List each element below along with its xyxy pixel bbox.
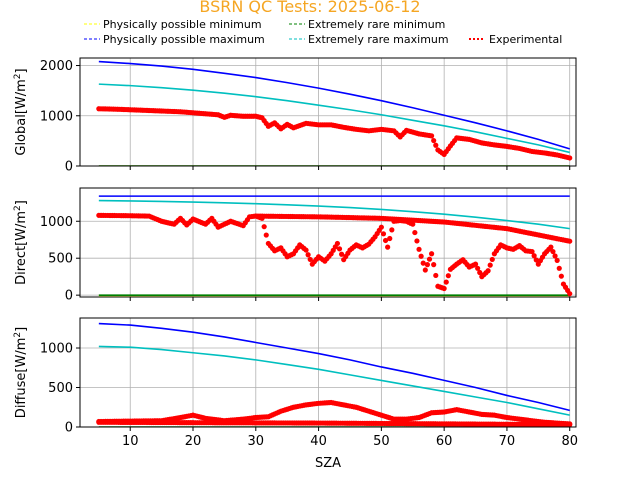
direct-experimental-point xyxy=(410,221,416,227)
diffuse-axes-frame xyxy=(79,317,577,428)
direct-experimental-point xyxy=(445,273,451,279)
direct-series-experimental xyxy=(96,212,573,297)
direct-experimental-point xyxy=(531,253,537,259)
direct-experimental-point xyxy=(428,251,435,257)
direct-experimental-point xyxy=(533,257,539,263)
y-tick-label: 500 xyxy=(48,252,73,267)
x-tick-label: 30 xyxy=(248,434,265,449)
direct-experimental-point xyxy=(418,253,424,259)
direct-experimental-point xyxy=(431,262,437,268)
y-tick-label: 0 xyxy=(65,289,73,304)
direct-experimental-point xyxy=(529,248,535,255)
direct-experimental-point xyxy=(387,235,393,242)
x-tick-label: 70 xyxy=(499,434,516,449)
y-tick-label: 0 xyxy=(65,421,73,436)
legend-label-rare-max: Extremely rare maximum xyxy=(308,33,449,46)
global-experimental-point xyxy=(567,155,573,161)
direct-experimental-point xyxy=(422,267,428,273)
direct-series-experimental xyxy=(253,213,573,244)
direct-experimental-point xyxy=(378,224,384,230)
y-tick-label: 1000 xyxy=(40,109,73,124)
direct-experimental-point xyxy=(558,273,564,279)
direct-experimental-point xyxy=(554,257,560,264)
panel-diffuse: 10 20 30 40 50 60 70 80 0 500 1000 Diffuse[W/m2] SZA xyxy=(13,317,578,471)
diffuse-series-rare-max xyxy=(98,345,570,416)
direct-experimental-point xyxy=(426,256,433,262)
direct-experimental-point xyxy=(416,246,422,252)
global-ylabel: Global[W/m2] xyxy=(13,68,29,155)
panel-global: 0 1000 2000 Global[W/m2] xyxy=(13,57,577,175)
direct-experimental-point xyxy=(556,265,562,271)
direct-experimental-point xyxy=(472,261,479,267)
diffuse-series-experimental xyxy=(96,419,573,427)
global-series-rare-max xyxy=(98,83,570,154)
direct-series-rare-max xyxy=(98,199,570,230)
diffuse-experimental-point xyxy=(567,422,573,427)
global-experimental-point xyxy=(428,133,435,139)
direct-experimental-point xyxy=(475,265,481,271)
direct-experimental-point xyxy=(307,256,313,263)
global-series-phys-max xyxy=(98,60,570,150)
direct-experimental-point xyxy=(550,248,556,255)
direct-plot-area xyxy=(96,195,573,297)
direct-experimental-point xyxy=(567,291,573,297)
y-tick-label: 1000 xyxy=(40,342,73,357)
direct-axes-frame xyxy=(79,187,577,298)
direct-experimental-point xyxy=(443,279,449,285)
legend: Physically possible minimum Extremely ra… xyxy=(84,18,562,46)
global-experimental-point xyxy=(433,142,439,148)
x-tick-label: 40 xyxy=(310,434,327,449)
direct-ylabel: Direct[W/m2] xyxy=(13,200,29,285)
direct-experimental-point xyxy=(380,231,387,237)
diffuse-xlabel: SZA xyxy=(315,456,341,471)
global-series-experimental xyxy=(96,106,573,161)
diffuse-ylabel: Diffuse[W/m2] xyxy=(13,327,29,418)
direct-experimental-point xyxy=(389,227,395,233)
global-axes-frame xyxy=(79,57,577,167)
x-tick-label: 20 xyxy=(185,434,202,449)
direct-experimental-point xyxy=(339,251,345,257)
direct-experimental-point xyxy=(385,244,391,250)
y-tick-label: 2000 xyxy=(40,59,73,74)
direct-experimental-point xyxy=(336,246,343,252)
direct-experimental-point xyxy=(477,269,483,276)
direct-experimental-point xyxy=(412,229,418,236)
global-experimental-point xyxy=(431,137,437,144)
direct-experimental-point xyxy=(261,224,267,230)
direct-experimental-point xyxy=(552,253,558,259)
direct-experimental-point xyxy=(489,256,495,263)
legend-label-experimental: Experimental xyxy=(489,33,562,46)
direct-experimental-point xyxy=(414,238,420,244)
legend-label-phys-max: Physically possible maximum xyxy=(103,33,265,46)
direct-experimental-point xyxy=(420,260,426,266)
y-tick-label: 0 xyxy=(65,160,73,175)
global-plot-area xyxy=(96,60,573,166)
direct-experimental-point xyxy=(567,238,573,244)
direct-experimental-point xyxy=(305,252,311,258)
direct-experimental-point xyxy=(485,268,491,274)
direct-experimental-point xyxy=(424,262,431,268)
chart-title: BSRN QC Tests: 2025-06-12 xyxy=(199,0,420,16)
x-tick-label: 60 xyxy=(436,434,453,449)
direct-experimental-point xyxy=(487,262,493,268)
diffuse-series-phys-max xyxy=(98,322,570,412)
x-tick-label: 50 xyxy=(373,434,390,449)
direct-experimental-point xyxy=(334,240,341,247)
x-tick-label: 10 xyxy=(122,434,139,449)
direct-experimental-point xyxy=(263,232,269,238)
direct-experimental-point xyxy=(303,247,309,253)
direct-experimental-point xyxy=(441,285,447,292)
direct-experimental-point xyxy=(382,237,389,244)
direct-experimental-point xyxy=(433,272,439,279)
direct-experimental-point xyxy=(548,244,554,250)
y-tick-label: 500 xyxy=(48,381,73,396)
legend-label-phys-min: Physically possible minimum xyxy=(103,18,262,31)
diffuse-plot-area xyxy=(96,322,573,427)
x-tick-label: 80 xyxy=(561,434,578,449)
legend-label-rare-min: Extremely rare minimum xyxy=(308,18,445,31)
y-tick-label: 1000 xyxy=(40,215,73,230)
panel-direct: 0 500 1000 Direct[W/m2] xyxy=(13,187,577,304)
